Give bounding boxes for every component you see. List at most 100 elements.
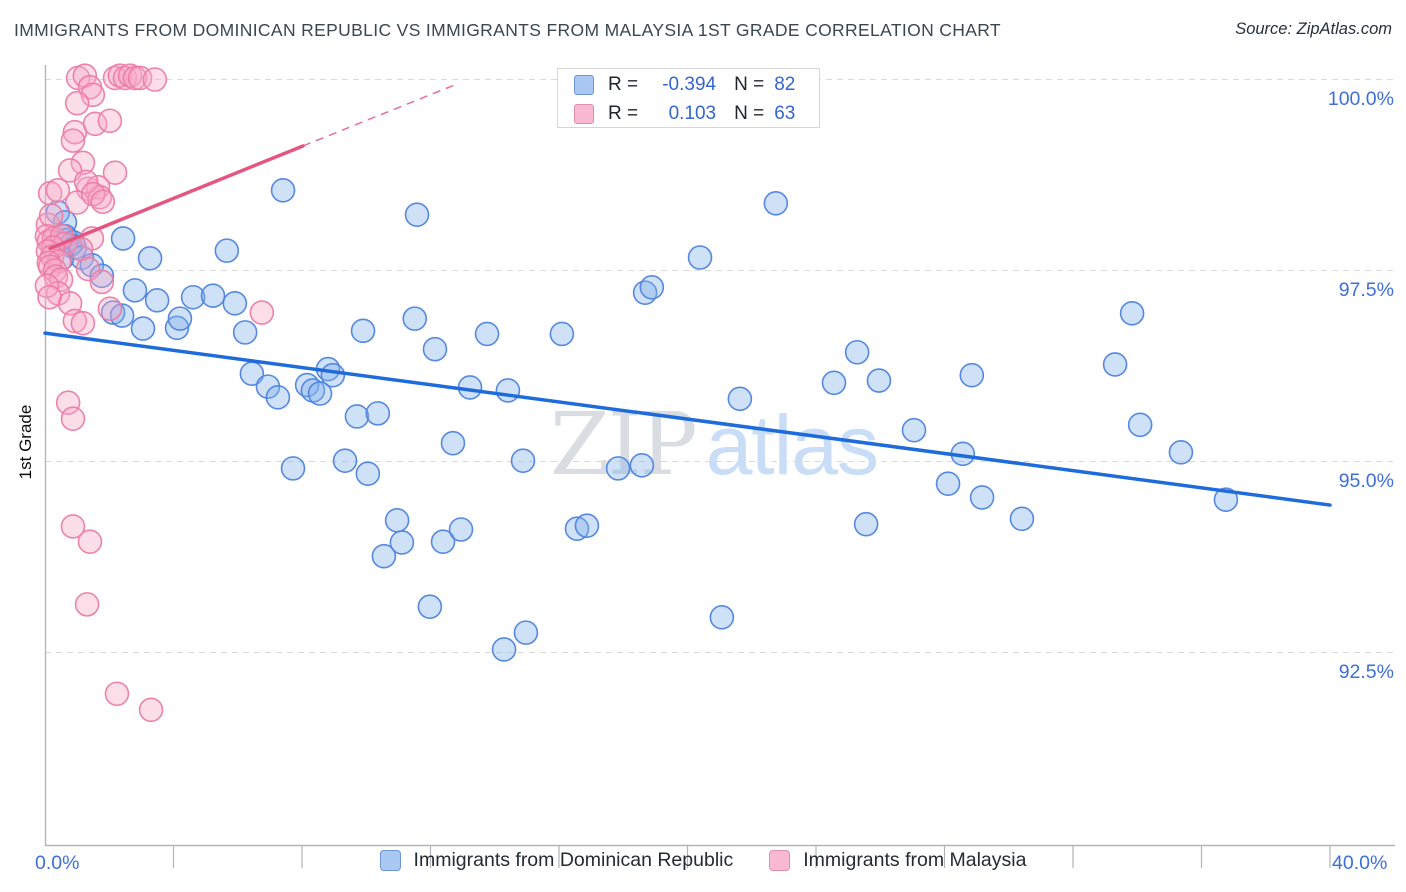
r-label: R = xyxy=(608,74,639,95)
data-point-dominican[interactable] xyxy=(417,594,443,619)
data-point-dominican[interactable] xyxy=(763,190,789,216)
data-point-dominican[interactable] xyxy=(866,368,892,393)
data-point-dominican[interactable] xyxy=(821,370,847,396)
data-point-dominican[interactable] xyxy=(137,245,163,271)
x-tick-min: 0.0% xyxy=(35,852,80,874)
data-point-dominican[interactable] xyxy=(448,517,474,542)
data-point-dominican[interactable] xyxy=(404,202,430,228)
data-point-dominican[interactable] xyxy=(200,283,226,309)
data-point-malaysia[interactable] xyxy=(55,390,81,415)
data-point-dominican[interactable] xyxy=(130,316,156,341)
data-point-dominican[interactable] xyxy=(853,511,879,537)
data-point-dominican[interactable] xyxy=(1102,352,1128,377)
data-point-dominican[interactable] xyxy=(549,321,575,347)
data-point-dominican[interactable] xyxy=(727,386,753,412)
data-point-dominican[interactable] xyxy=(122,278,148,303)
data-point-dominican[interactable] xyxy=(1168,440,1194,465)
legend-row-dominican: R = -0.394 N = 82 xyxy=(558,72,819,98)
malaysia-trend-line xyxy=(48,144,305,251)
data-point-malaysia[interactable] xyxy=(60,406,86,432)
data-point-malaysia[interactable] xyxy=(97,296,123,322)
data-point-malaysia[interactable] xyxy=(38,203,64,228)
data-point-dominican[interactable] xyxy=(344,404,370,429)
data-point-dominican[interactable] xyxy=(371,543,397,569)
data-point-malaysia[interactable] xyxy=(102,160,128,186)
data-point-malaysia[interactable] xyxy=(142,67,168,92)
n-label: N = xyxy=(734,74,765,95)
data-point-malaysia[interactable] xyxy=(249,300,275,325)
data-point-malaysia[interactable] xyxy=(45,177,71,203)
data-point-dominican[interactable] xyxy=(430,529,456,555)
data-point-dominican[interactable] xyxy=(1119,300,1145,326)
data-point-dominican[interactable] xyxy=(629,453,655,478)
data-point-malaysia[interactable] xyxy=(74,592,100,617)
data-point-dominican[interactable] xyxy=(844,339,870,365)
data-point-malaysia[interactable] xyxy=(104,681,130,707)
data-point-dominican[interactable] xyxy=(513,620,539,645)
data-point-malaysia[interactable] xyxy=(90,189,116,215)
data-point-dominican[interactable] xyxy=(564,516,590,542)
data-point-dominican[interactable] xyxy=(280,456,306,481)
data-point-dominican[interactable] xyxy=(491,637,517,662)
data-point-dominican[interactable] xyxy=(1009,506,1035,532)
data-point-dominican[interactable] xyxy=(1213,487,1239,513)
data-point-dominican[interactable] xyxy=(350,318,376,344)
data-point-dominican[interactable] xyxy=(687,245,713,270)
data-point-dominican[interactable] xyxy=(144,287,170,313)
data-point-dominican[interactable] xyxy=(422,336,448,362)
data-point-dominican[interactable] xyxy=(320,362,346,388)
n-label: N = xyxy=(734,103,765,124)
data-point-dominican[interactable] xyxy=(214,238,240,263)
data-point-dominican[interactable] xyxy=(110,226,136,251)
data-point-dominican[interactable] xyxy=(365,401,391,426)
data-point-dominican[interactable] xyxy=(574,513,600,538)
data-point-dominican[interactable] xyxy=(639,275,665,300)
data-point-malaysia[interactable] xyxy=(138,697,164,723)
page-title: IMMIGRANTS FROM DOMINICAN REPUBLIC VS IM… xyxy=(14,20,1001,40)
data-point-malaysia[interactable] xyxy=(70,150,96,176)
series-legend: Immigrants from Dominican Republic Immig… xyxy=(0,849,1406,872)
data-point-dominican[interactable] xyxy=(709,605,735,630)
data-point-malaysia[interactable] xyxy=(64,90,90,116)
data-point-malaysia[interactable] xyxy=(85,174,111,200)
data-point-dominican[interactable] xyxy=(270,177,296,203)
data-point-dominican[interactable] xyxy=(332,448,358,474)
data-point-malaysia[interactable] xyxy=(70,310,96,336)
data-point-dominican[interactable] xyxy=(402,306,428,331)
data-point-dominican[interactable] xyxy=(355,461,381,487)
data-point-dominican[interactable] xyxy=(605,456,631,481)
data-point-dominican[interactable] xyxy=(180,284,206,310)
data-point-dominican[interactable] xyxy=(935,471,961,496)
data-point-malaysia[interactable] xyxy=(60,514,86,539)
data-point-dominican[interactable] xyxy=(265,385,291,410)
data-point-dominican[interactable] xyxy=(100,300,126,325)
data-point-dominican[interactable] xyxy=(232,320,258,345)
data-point-dominican[interactable] xyxy=(384,508,410,533)
dominican-trend-line xyxy=(43,331,1332,507)
data-point-malaysia[interactable] xyxy=(122,65,148,91)
data-point-dominican[interactable] xyxy=(389,530,415,555)
data-point-malaysia[interactable] xyxy=(80,82,106,108)
data-point-malaysia[interactable] xyxy=(73,169,99,195)
data-point-malaysia[interactable] xyxy=(60,128,86,153)
data-point-dominican[interactable] xyxy=(901,417,927,443)
data-point-dominican[interactable] xyxy=(1127,412,1153,438)
data-point-dominican[interactable] xyxy=(474,321,500,347)
data-point-malaysia[interactable] xyxy=(97,108,123,134)
data-point-dominican[interactable] xyxy=(307,381,333,406)
data-point-malaysia[interactable] xyxy=(37,284,62,310)
data-point-dominican[interactable] xyxy=(164,315,190,341)
data-point-dominican[interactable] xyxy=(440,430,466,456)
data-point-malaysia[interactable] xyxy=(89,269,115,295)
data-point-dominican[interactable] xyxy=(89,263,115,289)
data-point-dominican[interactable] xyxy=(495,378,521,403)
data-point-malaysia[interactable] xyxy=(77,529,103,555)
data-point-dominican[interactable] xyxy=(969,485,995,510)
data-point-dominican[interactable] xyxy=(109,303,135,328)
data-point-malaysia[interactable] xyxy=(64,190,90,215)
data-point-malaysia[interactable] xyxy=(82,111,108,137)
data-point-dominican[interactable] xyxy=(167,306,193,331)
data-point-dominican[interactable] xyxy=(222,291,248,316)
data-point-dominican[interactable] xyxy=(959,362,985,388)
data-point-dominican[interactable] xyxy=(510,448,536,474)
